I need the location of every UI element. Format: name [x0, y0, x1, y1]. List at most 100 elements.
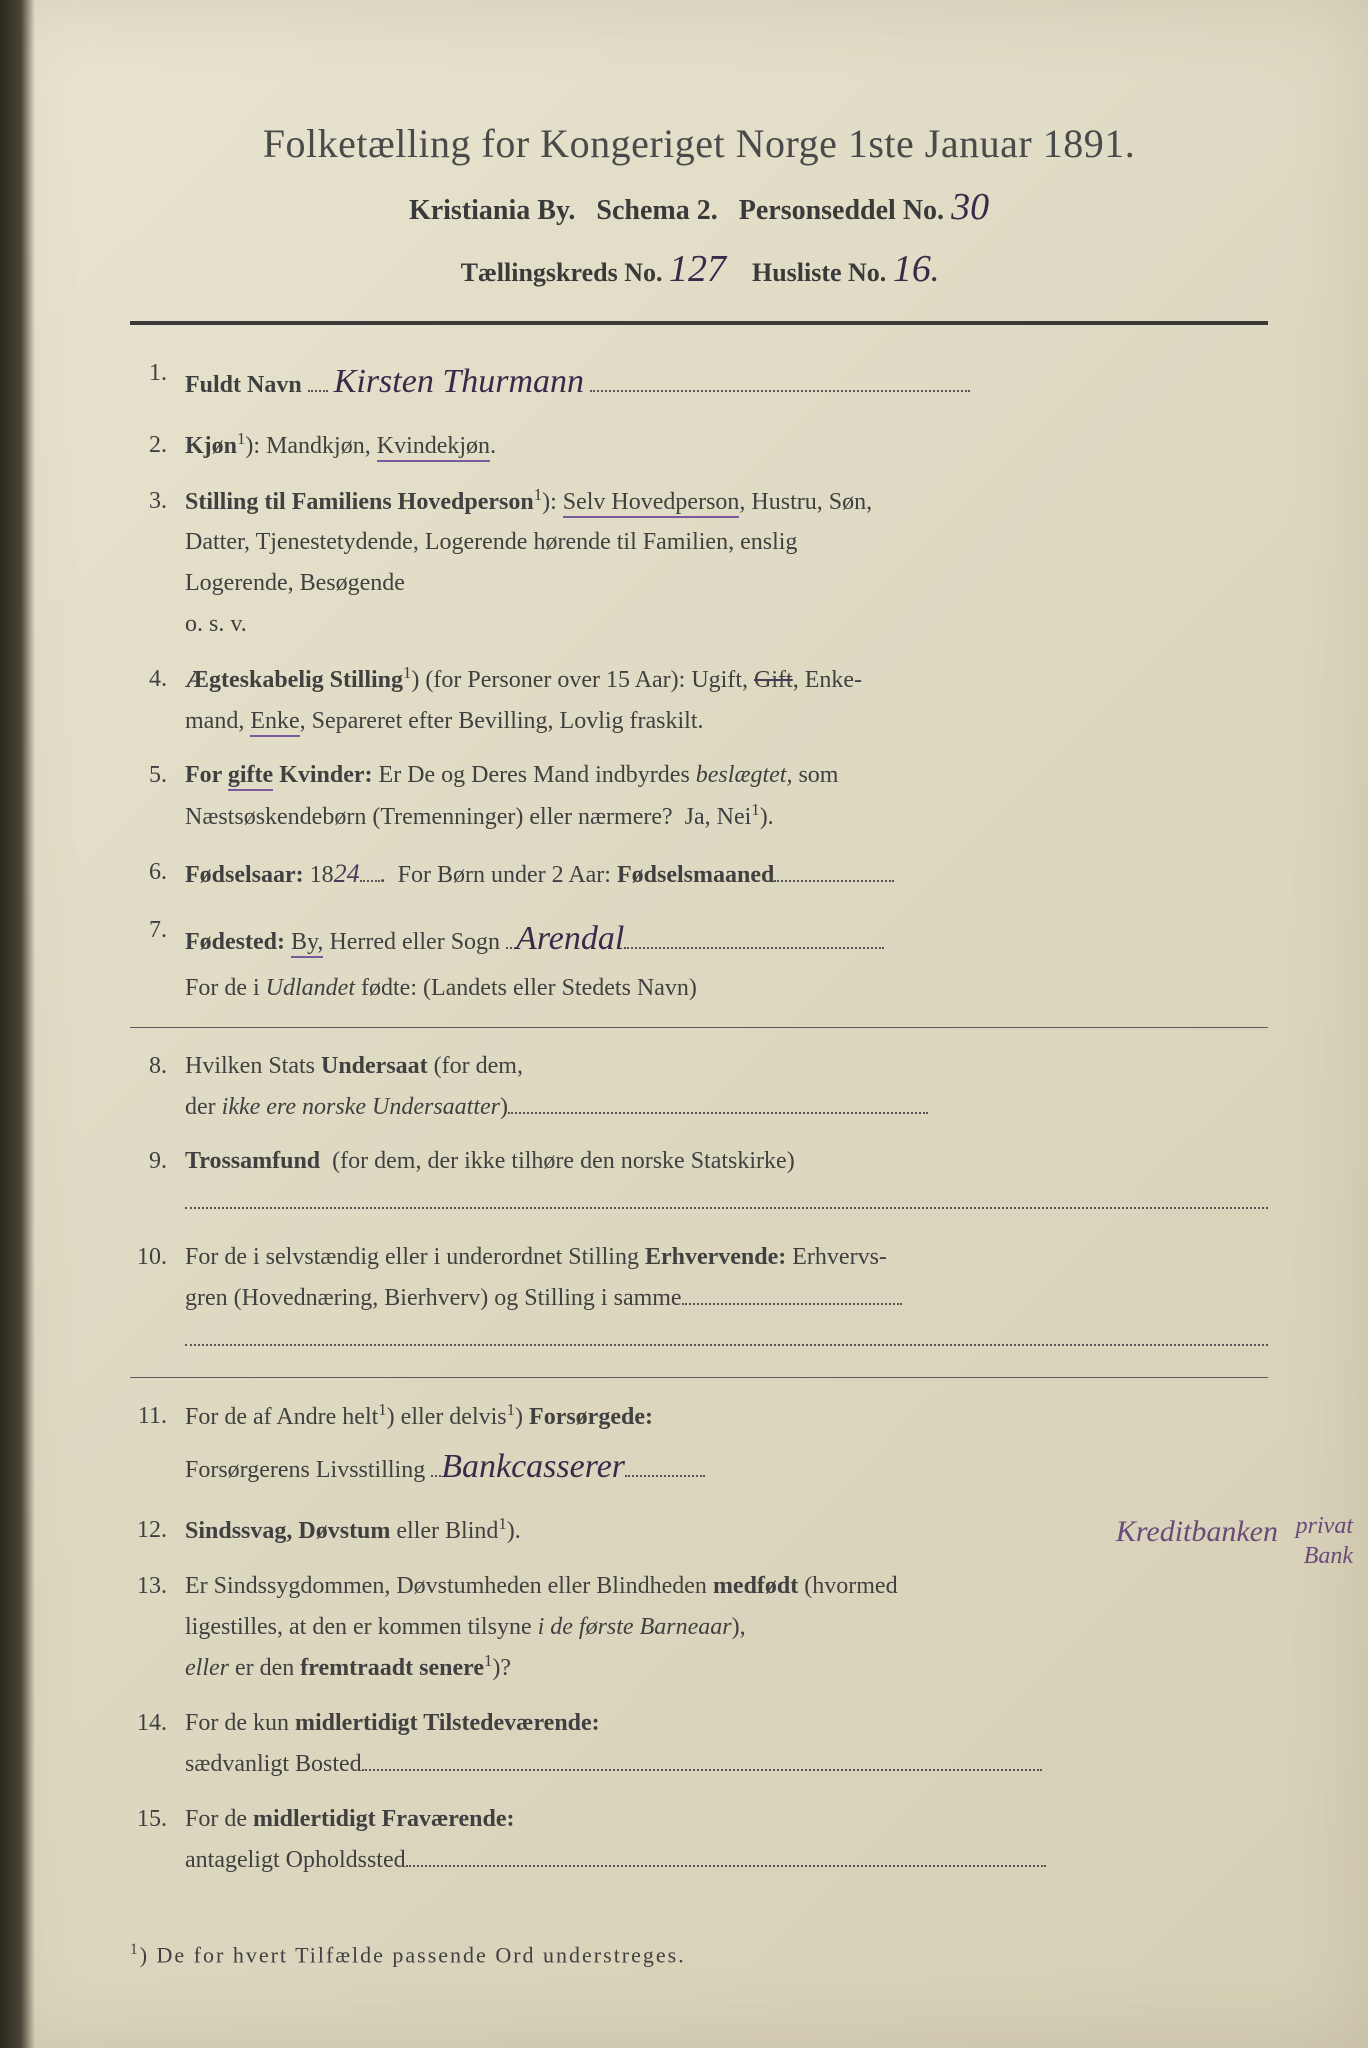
item-10-text: For de i selvstændig eller i underordnet… — [185, 1244, 639, 1270]
label-fodselsaar: Fødselsaar: — [185, 862, 304, 888]
item-7-l2-post: fødte: (Landets eller Stedets Navn) — [361, 975, 697, 1001]
item-8: 8. Hvilken Stats Undersaat (for dem, der… — [130, 1046, 1268, 1128]
item-13-bold: medfødt — [713, 1573, 798, 1599]
city-label: Kristiania By. — [409, 195, 575, 226]
footnote: 1) De for hvert Tilfælde passende Ord un… — [130, 1941, 1268, 1968]
item-3-line3: Logerende, Besøgende — [185, 570, 405, 596]
item-num: 12. — [130, 1510, 185, 1552]
underlined-enke: Enke — [250, 708, 299, 737]
item-num: 11. — [130, 1396, 185, 1496]
header-rule — [130, 321, 1268, 325]
item-num: 15. — [130, 1799, 185, 1881]
item-8-it: ikke ere norske Undersaatter — [222, 1094, 500, 1120]
item-12-text: eller Blind — [396, 1518, 498, 1544]
personseddel-label: Personseddel No. — [739, 195, 944, 226]
item-11-line2: Forsørgerens Livsstilling — [185, 1457, 425, 1483]
husliste-label: Husliste No. — [752, 258, 886, 287]
census-form-page: Folketælling for Kongeriget Norge 1ste J… — [0, 0, 1368, 2048]
label-aegteskab: Ægteskabelig Stilling — [185, 667, 403, 693]
item-7: 7. Fødested: By, Herred eller Sogn Arend… — [130, 910, 1268, 1009]
footnote-text: De for hvert Tilfælde passende Ord under… — [157, 1942, 686, 1967]
kreds-no: 127 — [669, 247, 726, 291]
item-3-line4: o. s. v. — [185, 611, 247, 637]
item-8-paren: (for dem, — [434, 1053, 523, 1079]
value-fodested: Arendal — [516, 920, 624, 957]
underlined-hovedperson: Selv Hovedperson — [563, 489, 740, 518]
item-num: 6. — [130, 852, 185, 896]
value-name: Kirsten Thurmann — [334, 363, 584, 400]
item-5-text: Er De og Deres Mand indbyrdes — [379, 762, 690, 788]
item-7-l2-it: Udlandet — [266, 975, 355, 1001]
item-5: 5. For gifte Kvinder: Er De og Deres Man… — [130, 755, 1268, 838]
item-13-text: Er Sindssygdommen, Døvstumheden eller Bl… — [185, 1573, 707, 1599]
label-fodested: Fødested: — [185, 929, 285, 955]
item-num: 10. — [130, 1237, 185, 1359]
label-fuldt-navn: Fuldt Navn — [185, 372, 302, 398]
item-num: 8. — [130, 1046, 185, 1128]
item-14-text: For de kun — [185, 1710, 289, 1736]
subtitle-row-2: Tællingskreds No. 127 Husliste No. 16. — [130, 247, 1268, 291]
label-trossamfund: Trossamfund — [185, 1148, 320, 1174]
label-sindssvag: Sindssvag, Døvstum — [185, 1518, 390, 1544]
item-15: 15. For de midlertidigt Fraværende: anta… — [130, 1799, 1268, 1881]
item-6-text2: For Børn under 2 Aar: — [398, 862, 611, 888]
item-13-l3-text: er den — [235, 1655, 294, 1681]
item-11-text2: eller delvis — [401, 1404, 507, 1430]
item-8-l2: der — [185, 1094, 222, 1120]
item-13-l3-pre: eller — [185, 1655, 229, 1681]
item-15-line2: antageligt Opholdssted — [185, 1847, 406, 1873]
item-7-l2-pre: For de i — [185, 975, 260, 1001]
item-5-italic: beslægtet, — [696, 762, 793, 788]
item-11-bold: Forsørgede: — [529, 1404, 653, 1430]
item-10-bold: Erhvervende: — [645, 1244, 786, 1270]
item-13-l3-bold: fremtraadt senere — [300, 1655, 484, 1681]
item-13: 13. Er Sindssygdommen, Døvstumheden elle… — [130, 1566, 1268, 1689]
item-num: 5. — [130, 755, 185, 838]
item-3: 3. Stilling til Familiens Hovedperson1):… — [130, 481, 1268, 645]
form-header: Folketælling for Kongeriget Norge 1ste J… — [130, 120, 1268, 291]
value-year: 24 — [334, 859, 360, 888]
item-num: 2. — [130, 425, 185, 467]
label-fodselsmaaned: Fødselsmaaned — [617, 862, 774, 888]
item-9-text: (for dem, der ikke tilhøre den norske St… — [332, 1148, 795, 1174]
husliste-no: 16 — [893, 247, 931, 291]
item-num: 14. — [130, 1703, 185, 1785]
item-4: 4. Ægteskabelig Stilling1) (for Personer… — [130, 659, 1268, 742]
annotation-kreditbanken: Kreditbanken — [1116, 1506, 1278, 1557]
item-4-paren: (for Personer over 15 Aar): — [425, 667, 685, 693]
schema-label: Schema 2. — [596, 195, 717, 226]
item-15-text: For de — [185, 1806, 247, 1832]
item-num: 3. — [130, 481, 185, 645]
item-14: 14. For de kun midlertidigt Tilstedevære… — [130, 1703, 1268, 1785]
item-10: 10. For de i selvstændig eller i underor… — [130, 1237, 1268, 1359]
item-12: 12. Sindssvag, Døvstum eller Blind1). Kr… — [130, 1510, 1268, 1552]
personseddel-no: 30 — [951, 185, 989, 229]
subtitle-row-1: Kristiania By. Schema 2. Personseddel No… — [130, 185, 1268, 229]
item-14-line2: sædvanligt Bosted — [185, 1751, 362, 1777]
item-1: 1. Fuldt Navn Kirsten Thurmann — [130, 353, 1268, 411]
underlined-kvindekjon: Kvindekjøn — [377, 433, 490, 462]
item-num: 7. — [130, 910, 185, 1009]
item-6: 6. Fødselsaar: 1824. For Børn under 2 Aa… — [130, 852, 1268, 896]
value-forsorger: Bankcasserer — [441, 1448, 625, 1485]
item-num: 13. — [130, 1566, 185, 1689]
struck-gift: Gift — [754, 667, 793, 693]
item-2: 2. Kjøn1): Mandkjøn, Kvindekjøn. — [130, 425, 1268, 467]
item-11: 11. For de af Andre helt1) eller delvis1… — [130, 1396, 1268, 1496]
item-3-line2: Datter, Tjenestetydende, Logerende høren… — [185, 529, 797, 555]
item-num: 4. — [130, 659, 185, 742]
item-num: 1. — [130, 353, 185, 411]
label-stilling: Stilling til Familiens Hovedperson — [185, 489, 534, 515]
rule-after-7 — [130, 1027, 1268, 1028]
item-11-text: For de af Andre helt — [185, 1404, 378, 1430]
main-title: Folketælling for Kongeriget Norge 1ste J… — [130, 120, 1268, 167]
kreds-label: Tællingskreds No. — [461, 258, 663, 287]
item-13-italic: i de første Barneaar — [538, 1614, 732, 1640]
annotation-bank: Bank — [1304, 1536, 1353, 1577]
label-kjon: Kjøn — [185, 433, 237, 459]
rule-after-10 — [130, 1377, 1268, 1378]
item-num: 9. — [130, 1141, 185, 1223]
item-14-bold: midlertidigt Tilstedeværende: — [295, 1710, 600, 1736]
item-15-bold: midlertidigt Fraværende: — [253, 1806, 515, 1832]
item-9: 9. Trossamfund (for dem, der ikke tilhør… — [130, 1141, 1268, 1223]
